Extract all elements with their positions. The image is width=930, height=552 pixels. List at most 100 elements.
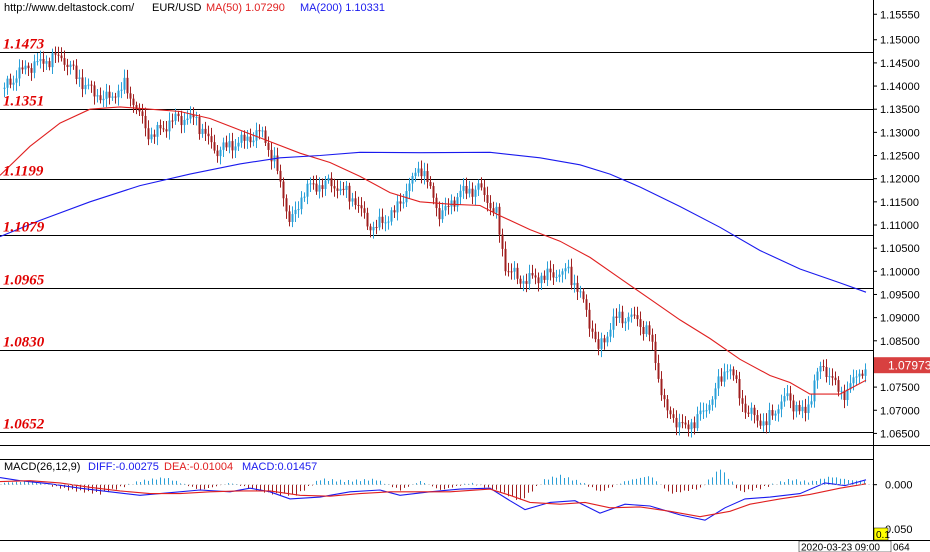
candle-body [612, 316, 615, 330]
candle-body [795, 405, 798, 412]
candle-body [366, 212, 369, 227]
candle-body [279, 170, 282, 182]
candle-body [519, 278, 522, 284]
candle-body [594, 331, 597, 340]
price-tick-label: 1.10500 [880, 243, 920, 255]
ma200-line [0, 151, 867, 293]
candle-body [531, 273, 534, 276]
candle-body [444, 205, 447, 211]
candle-body [48, 61, 51, 68]
candle-body [798, 405, 801, 412]
candle-body [567, 266, 570, 269]
candle-body [513, 267, 516, 272]
candle-body [159, 125, 162, 129]
macd-marker-label: 0.1 [876, 530, 890, 541]
price-panel[interactable] [0, 0, 873, 445]
candle-body [156, 125, 159, 137]
candle-body [195, 117, 198, 119]
candle-body [117, 90, 120, 98]
candle-body [480, 183, 483, 188]
candle-body [471, 188, 474, 197]
candle-body [93, 85, 96, 97]
candle-body [477, 183, 480, 190]
candle-body [207, 133, 210, 137]
candle-body [222, 142, 225, 150]
candle-body [516, 267, 519, 279]
candle-body [66, 64, 69, 68]
candle-body [642, 327, 645, 335]
candle-body [600, 338, 603, 349]
candle-body [648, 325, 651, 335]
price-tick-label: 1.13000 [880, 127, 920, 139]
candle-body [18, 67, 21, 79]
candle-body [843, 390, 846, 401]
candle-body [90, 84, 93, 86]
candle-body [792, 400, 795, 412]
candle-body [669, 410, 672, 415]
candle-body [789, 393, 792, 401]
candle-body [708, 404, 711, 411]
candle-body [681, 422, 684, 424]
candle-body [588, 309, 591, 329]
candle-body [783, 396, 786, 402]
site-url[interactable]: http://www.deltastock.com/ [4, 2, 135, 14]
candle-body [786, 393, 789, 397]
candle-body [12, 82, 15, 85]
candle-body [852, 377, 855, 384]
candle-body [840, 390, 843, 392]
candle-body [864, 369, 867, 376]
candle-body [633, 314, 636, 316]
candle-body [582, 291, 585, 300]
candle-body [597, 339, 600, 349]
candle-body [621, 311, 624, 324]
candle-body [24, 65, 27, 70]
candle-body [462, 185, 465, 191]
candle-body [453, 200, 456, 207]
candle-body [564, 268, 567, 272]
candle-body [303, 196, 306, 198]
candle-body [726, 371, 729, 373]
price-tick-label: 1.07500 [880, 382, 920, 394]
candle-body [132, 98, 135, 106]
candle-body [759, 420, 762, 426]
candle-body [45, 61, 48, 64]
candle-body [678, 422, 681, 428]
candle-body [69, 64, 72, 68]
candle-body [240, 134, 243, 143]
candle-body [213, 142, 216, 151]
candle-body [753, 407, 756, 416]
candle-body [486, 194, 489, 203]
candle-body [249, 136, 252, 143]
candle-body [837, 380, 840, 392]
candle-body [165, 129, 168, 132]
candle-body [336, 188, 339, 191]
candle-body [39, 58, 42, 62]
candle-body [771, 410, 774, 416]
candle-body [405, 191, 408, 203]
candle-body [198, 117, 201, 135]
candle-body [390, 210, 393, 222]
candle-body [507, 271, 510, 273]
candle-body [243, 134, 246, 141]
candle-body [687, 424, 690, 430]
candle-body [294, 209, 297, 215]
candle-body [342, 188, 345, 191]
candle-body [30, 68, 33, 73]
candle-body [351, 198, 354, 202]
price-tick-label: 1.09000 [880, 313, 920, 325]
candle-body [27, 65, 30, 69]
candle-body [504, 248, 507, 272]
candle-body [231, 141, 234, 151]
candle-body [570, 266, 573, 286]
candle-body [111, 96, 114, 98]
candle-body [57, 54, 60, 56]
candle-body [525, 281, 528, 284]
candle-body [540, 275, 543, 284]
candle-body [237, 142, 240, 147]
ma50-legend: MA(50) 1.07290 [206, 2, 285, 14]
candle-body [330, 177, 333, 187]
candle-body [387, 221, 390, 223]
ma200-legend: MA(200) 1.10331 [300, 2, 385, 14]
candle-body [720, 376, 723, 382]
